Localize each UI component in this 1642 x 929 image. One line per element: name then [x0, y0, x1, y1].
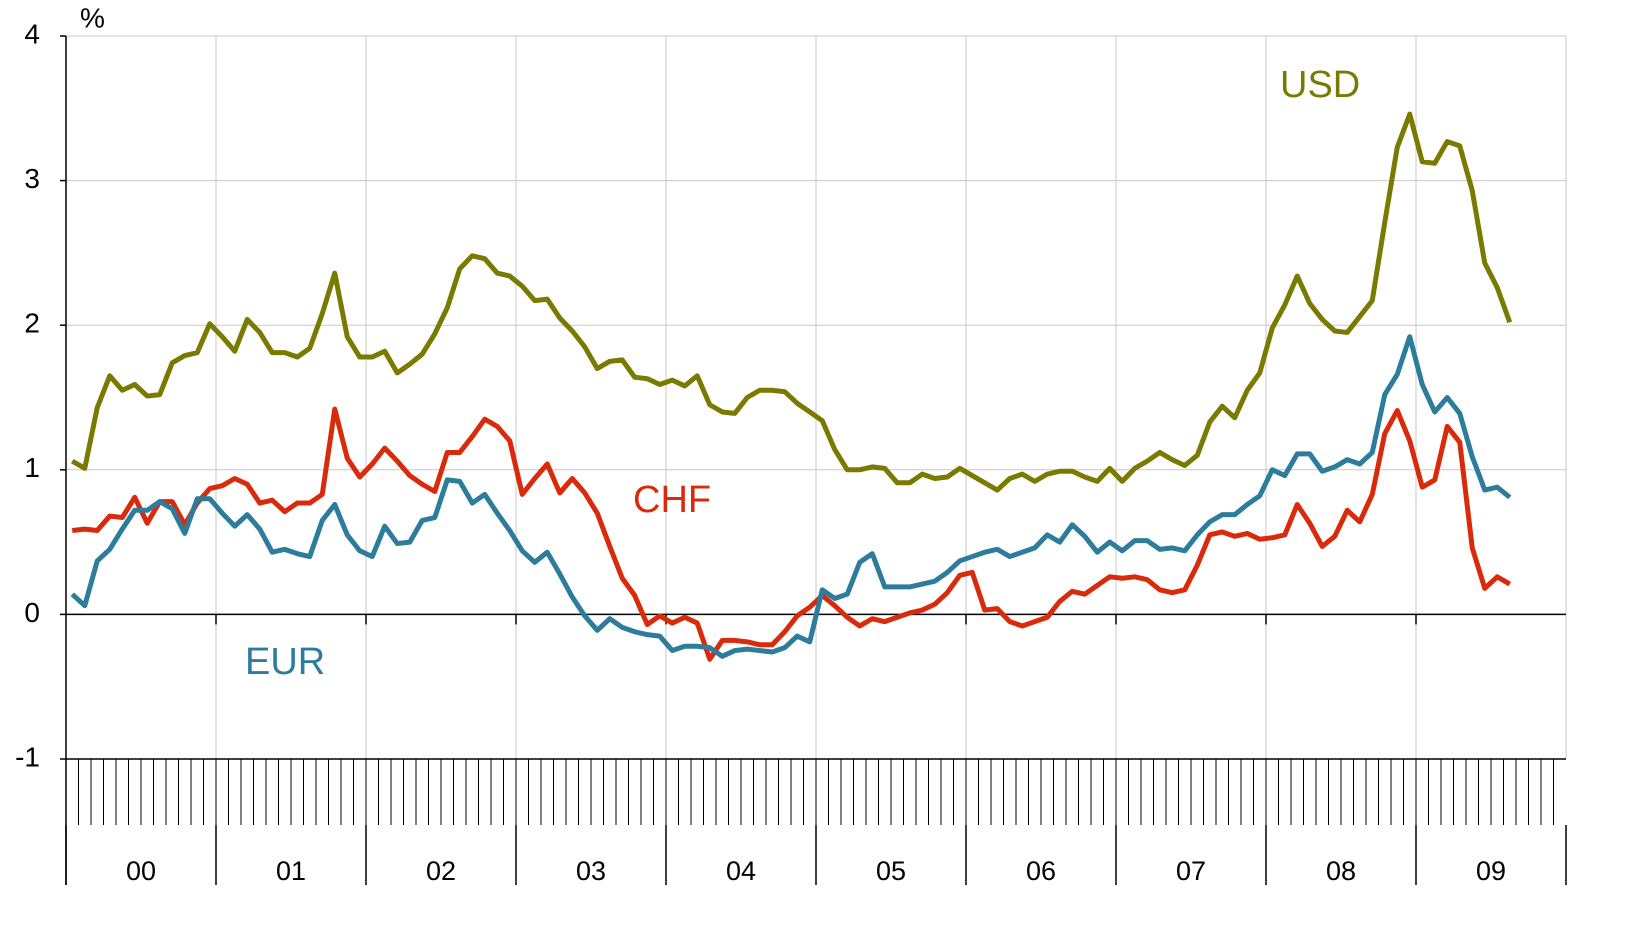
- y-tick-label: 3: [24, 163, 40, 194]
- x-tick-label: 05: [876, 856, 906, 886]
- x-tick-label: 01: [276, 856, 306, 886]
- y-tick-label: 2: [24, 308, 40, 339]
- x-tick-label: 03: [576, 856, 606, 886]
- y-tick-label: 0: [24, 597, 40, 628]
- y-tick-label: 1: [24, 452, 40, 483]
- series-line: [70, 111, 1513, 493]
- series-label: EUR: [245, 641, 325, 683]
- x-tick-label: 09: [1476, 856, 1506, 886]
- x-tick-label: 08: [1326, 856, 1356, 886]
- x-tick-label: 02: [426, 856, 456, 886]
- series-label: USD: [1280, 64, 1360, 106]
- series-line: [71, 406, 1512, 662]
- x-tick-label: 00: [126, 856, 156, 886]
- series-label: CHF: [633, 479, 711, 521]
- x-tick-label: 06: [1026, 856, 1056, 886]
- series-line: [70, 334, 1512, 659]
- y-tick-label: -1: [15, 741, 40, 772]
- y-unit: %: [80, 2, 105, 33]
- x-tick-label: 07: [1176, 856, 1206, 886]
- y-tick-label: 4: [24, 18, 40, 49]
- x-tick-label: 04: [726, 856, 756, 886]
